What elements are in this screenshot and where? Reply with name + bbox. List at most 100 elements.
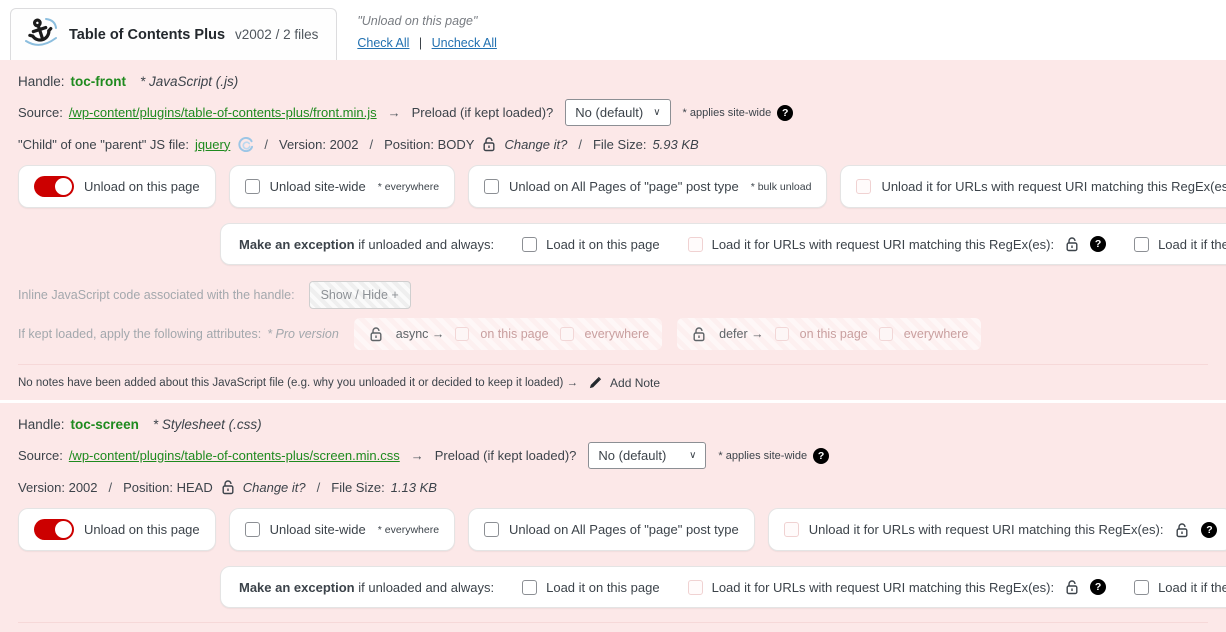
plugin-group-header: Table of Contents Plus v2002 / 2 files "… xyxy=(0,0,1226,60)
source-link[interactable]: /wp-content/plugins/table-of-contents-pl… xyxy=(68,105,377,120)
chevron-down-icon: ∨ xyxy=(653,107,661,118)
separator: / xyxy=(578,136,582,152)
help-icon[interactable] xyxy=(813,447,830,464)
notes-row: No notes have been added about this styl… xyxy=(18,622,1208,632)
source-row: Source: /wp-content/plugins/table-of-con… xyxy=(18,442,1208,469)
exception-bold: Make an exception xyxy=(239,236,355,252)
everywhere-note: * everywhere xyxy=(377,523,440,536)
load-regex-checkbox xyxy=(687,236,703,252)
unload-all-pages-label: Unload on All Pages of "page" post type xyxy=(509,179,739,194)
change-position-link[interactable]: Change it? xyxy=(242,479,306,495)
preload-select[interactable]: No (default) ∨ xyxy=(588,442,707,469)
filesize-value: 5.93 KB xyxy=(652,136,699,152)
exception-rest: if unloaded and always: xyxy=(358,236,495,252)
uncheck-all-link[interactable]: Uncheck All xyxy=(431,36,497,50)
defer-everywhere-label: everywhere xyxy=(903,327,969,341)
inline-code-label: Inline JavaScript code associated with t… xyxy=(18,288,295,302)
unload-sitewide-checkbox[interactable] xyxy=(244,522,260,537)
jquery-icon xyxy=(238,136,254,152)
plugin-logo-anchor-icon xyxy=(23,16,59,53)
unload-on-page-card: Unload on this page xyxy=(18,508,216,551)
handle-row: Handle: toc-screen * Stylesheet (.css) xyxy=(18,417,1208,432)
arrow: → xyxy=(387,105,401,120)
unload-sitewide-label: Unload site-wide xyxy=(269,522,366,537)
load-logged-in-checkbox[interactable] xyxy=(1134,236,1150,252)
defer-everywhere-checkbox xyxy=(878,327,893,341)
unload-all-pages-label: Unload on All Pages of "page" post type xyxy=(509,522,739,537)
async-on-page-checkbox xyxy=(455,327,470,341)
load-logged-in-checkbox[interactable] xyxy=(1134,579,1150,595)
pro-version-note: * Pro version xyxy=(267,327,339,341)
add-note-link[interactable]: Add Note xyxy=(610,375,661,390)
attributes-row: If kept loaded, apply the following attr… xyxy=(18,318,1208,350)
unload-sitewide-card: Unload site-wide * everywhere xyxy=(228,508,456,551)
version-value: Version: 2002 xyxy=(18,479,98,495)
unload-on-page-card: Unload on this page xyxy=(18,165,216,208)
defer-on-page-label: on this page xyxy=(799,327,868,341)
unload-all-pages-card: Unload on All Pages of "page" post type xyxy=(468,508,755,551)
separator: / xyxy=(316,479,321,495)
lock-icon xyxy=(369,326,383,342)
plugin-assets-panel: Handle: toc-front * JavaScript (.js) Sou… xyxy=(0,60,1226,632)
filesize-label: File Size: xyxy=(592,136,647,152)
help-icon[interactable] xyxy=(1090,236,1107,252)
notes-text: No notes have been added about this Java… xyxy=(18,376,579,389)
asset-section-toc-screen: Handle: toc-screen * Stylesheet (.css) S… xyxy=(0,400,1226,632)
jquery-parent-link[interactable]: jquery xyxy=(194,136,231,152)
load-on-page-checkbox[interactable] xyxy=(522,236,538,252)
load-regex-item: Load it for URLs with request URI matchi… xyxy=(687,579,1107,595)
links-separator: | xyxy=(418,36,423,50)
separator: / xyxy=(369,136,374,152)
version-value: Version: 2002 xyxy=(278,136,359,152)
unload-all-pages-card: Unload on All Pages of "page" post type … xyxy=(468,165,828,208)
exception-card: Make an exception if unloaded and always… xyxy=(220,566,1226,608)
load-regex-checkbox xyxy=(687,579,703,595)
unload-on-page-toggle[interactable] xyxy=(34,176,74,197)
load-on-page-item: Load it on this page xyxy=(522,579,660,595)
load-on-page-checkbox[interactable] xyxy=(522,579,538,595)
help-icon[interactable] xyxy=(1201,521,1218,538)
show-hide-button[interactable]: Show / Hide + xyxy=(308,281,411,309)
unload-sitewide-checkbox[interactable] xyxy=(244,179,260,194)
async-everywhere-checkbox xyxy=(559,327,574,341)
unload-on-page-label: Unload on this page xyxy=(84,179,200,194)
preload-select[interactable]: No (default) ∨ xyxy=(565,99,671,126)
bulk-unload-actions: "Unload on this page" Check All | Unchec… xyxy=(357,8,497,52)
help-icon[interactable] xyxy=(777,104,794,121)
handle-row: Handle: toc-front * JavaScript (.js) xyxy=(18,74,1208,89)
lock-icon xyxy=(1175,522,1189,538)
load-on-page-item: Load it on this page xyxy=(522,236,660,252)
load-on-page-label: Load it on this page xyxy=(546,236,660,252)
help-icon[interactable] xyxy=(1090,579,1107,595)
unload-options-row: Unload on this page Unload site-wide * e… xyxy=(18,165,1226,208)
unload-regex-card: Unload it for URLs with request URI matc… xyxy=(767,508,1226,551)
async-label: async → xyxy=(395,327,445,341)
load-logged-in-item: Load it if the user is logged-in xyxy=(1134,236,1226,252)
child-of-parent-label: "Child" of one "parent" JS file: xyxy=(18,136,189,152)
check-all-link[interactable]: Check All xyxy=(357,36,410,50)
meta-row: "Child" of one "parent" JS file: jquery … xyxy=(18,136,1208,152)
change-position-link[interactable]: Change it? xyxy=(504,136,568,152)
unload-all-pages-checkbox[interactable] xyxy=(484,522,500,537)
load-regex-label: Load it for URLs with request URI matchi… xyxy=(711,236,1055,252)
unload-sitewide-label: Unload site-wide xyxy=(269,179,366,194)
lock-icon xyxy=(221,479,235,495)
lock-icon xyxy=(1065,579,1079,595)
source-label: Source: xyxy=(18,448,63,463)
unload-options-row: Unload on this page Unload site-wide * e… xyxy=(18,508,1226,551)
pencil-icon[interactable] xyxy=(588,375,603,390)
bulk-unload-note: * bulk unload xyxy=(750,180,812,193)
unload-on-page-toggle[interactable] xyxy=(34,519,74,540)
lock-icon xyxy=(1065,236,1079,252)
handle-value: toc-front xyxy=(70,74,127,89)
unload-all-pages-checkbox[interactable] xyxy=(484,179,500,194)
asset-type-note: * JavaScript (.js) xyxy=(140,74,239,89)
toggle-knob xyxy=(55,178,72,195)
load-logged-in-label: Load it if the user is logged-in xyxy=(1158,236,1226,252)
load-regex-item: Load it for URLs with request URI matchi… xyxy=(687,236,1107,252)
inline-code-row: Inline JavaScript code associated with t… xyxy=(18,281,1208,309)
lock-icon xyxy=(482,136,496,152)
source-link[interactable]: /wp-content/plugins/table-of-contents-pl… xyxy=(68,448,400,463)
arrow: → xyxy=(410,448,424,463)
